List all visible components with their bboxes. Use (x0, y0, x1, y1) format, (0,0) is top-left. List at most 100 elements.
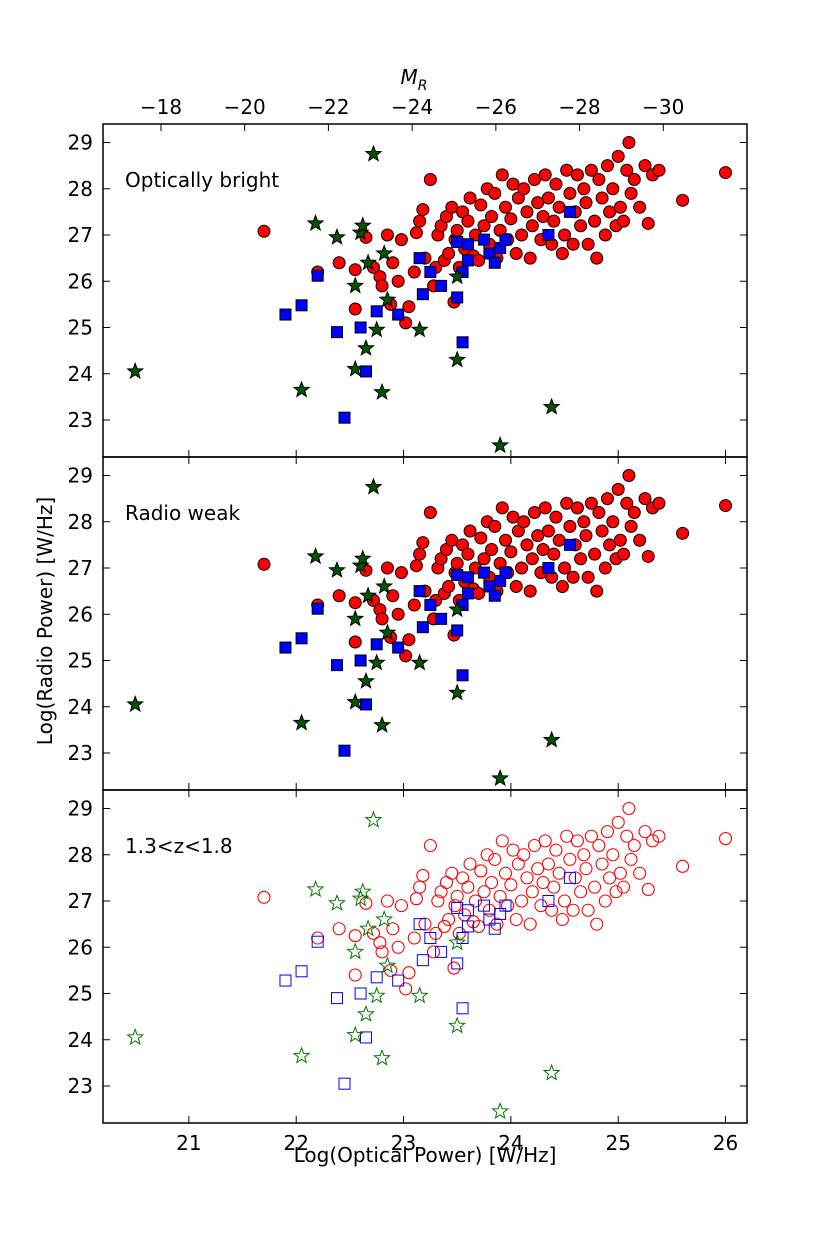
seyfert-point (338, 744, 351, 757)
radio-galaxy-point (410, 653, 429, 671)
y-tick-label: 28 (68, 177, 93, 201)
quasar-point (584, 163, 598, 177)
seyfert-point (563, 205, 576, 218)
quasar-point (257, 557, 271, 571)
radio-galaxy-point (367, 653, 386, 671)
top-tick-label: −22 (307, 95, 349, 119)
quasar-point (600, 492, 614, 506)
radio-galaxy-point (328, 893, 346, 911)
quasar-point (506, 510, 520, 524)
quasar-point (676, 526, 690, 540)
seyfert-point (499, 233, 512, 246)
y-axis-label: Log(Radio Power) [W/Hz] (33, 497, 57, 745)
seyfert-point (461, 571, 474, 584)
quasar-point (348, 929, 362, 943)
quasar-point (488, 519, 502, 533)
seyfert-point (451, 235, 464, 248)
quasar-point (490, 917, 504, 931)
quasar-point (416, 203, 430, 217)
quasar-point (499, 533, 512, 547)
quasar-point (566, 570, 580, 584)
quasar-point (386, 589, 400, 603)
x-tick-label: 25 (605, 1131, 630, 1155)
quasar-point (633, 866, 647, 880)
y-tick-label: 26 (68, 602, 93, 626)
quasar-point (549, 177, 563, 191)
quasar-point (456, 871, 470, 885)
y-tick-label: 29 (68, 464, 93, 488)
quasar-point (442, 912, 456, 927)
quasar-point (402, 966, 416, 980)
radio-galaxy-point (357, 671, 375, 689)
seyfert-point (451, 568, 464, 581)
quasar-point (517, 848, 531, 862)
quasar-point (445, 533, 459, 547)
seyfert-point (392, 974, 405, 987)
x-tick-label: 26 (713, 1131, 738, 1155)
quasar-point (515, 228, 529, 242)
quasar-point (427, 945, 441, 959)
quasar-point (416, 869, 430, 883)
top-tick-label: −18 (140, 95, 182, 119)
y-tick-label: 27 (68, 556, 93, 580)
quasar-point (474, 198, 488, 212)
quasar-point (348, 968, 362, 982)
quasar-point (499, 200, 512, 214)
quasar-point (509, 247, 523, 260)
quasar-point (555, 912, 569, 927)
quasar-point (474, 864, 488, 878)
seyfert-point (354, 321, 367, 334)
top-tick-label: −20 (224, 95, 266, 119)
top-tick-label: −30 (642, 95, 684, 119)
radio-galaxy-point (346, 276, 365, 294)
seyfert-point (542, 562, 555, 574)
seyfert-point (461, 904, 474, 917)
seyfert-point (338, 411, 351, 424)
top-tick-label: −24 (391, 95, 433, 119)
quasar-point (577, 515, 591, 529)
y-tick-label: 28 (68, 843, 93, 867)
quasar-point (463, 857, 477, 871)
quasar-point (386, 256, 400, 270)
seyfert-point (413, 252, 426, 265)
radio-galaxy-point (367, 986, 386, 1004)
top-axis-label: MR (401, 65, 428, 94)
top-axis-label-subscript: R (418, 78, 428, 94)
quasar-point (477, 885, 491, 899)
quasar-point (439, 875, 454, 890)
quasar-point (407, 265, 421, 279)
quasar-point (509, 912, 523, 927)
seyfert-point (456, 336, 469, 349)
quasar-point (592, 173, 606, 186)
seyfert-point (311, 602, 324, 615)
y-tick-label: 25 (68, 982, 93, 1006)
radio-galaxy-point (364, 144, 383, 162)
quasar-point (523, 251, 537, 265)
seyfert-point (338, 1077, 351, 1090)
quasar-point (525, 552, 539, 566)
seyfert-point (461, 587, 474, 600)
quasar-point (472, 919, 486, 933)
seyfert-point (359, 365, 372, 378)
panel-3: 23 24 25 26 27 28 29 21 22 23 24 25 26 1.3<z<1.8 (68, 789, 748, 1155)
seyfert-point (295, 965, 308, 978)
quasar-point (611, 815, 625, 829)
radio-galaxy-point (448, 600, 467, 618)
quasar-point (409, 226, 423, 240)
seyfert-point (370, 305, 383, 318)
seyfert-point (279, 308, 292, 321)
quasar-point (563, 852, 577, 866)
seyfert-point (295, 632, 308, 645)
quasar-point (560, 496, 574, 510)
quasar-point (541, 191, 555, 205)
quasar-point (590, 917, 604, 931)
quasar-point (474, 531, 488, 545)
y-tick-label: 27 (68, 889, 93, 913)
radio-galaxy-point (375, 910, 394, 928)
y-tick-label: 25 (68, 316, 93, 340)
quasar-point (552, 533, 566, 547)
seyfert-point (478, 566, 491, 579)
quasar-point (431, 894, 445, 908)
quasar-point (719, 166, 733, 180)
